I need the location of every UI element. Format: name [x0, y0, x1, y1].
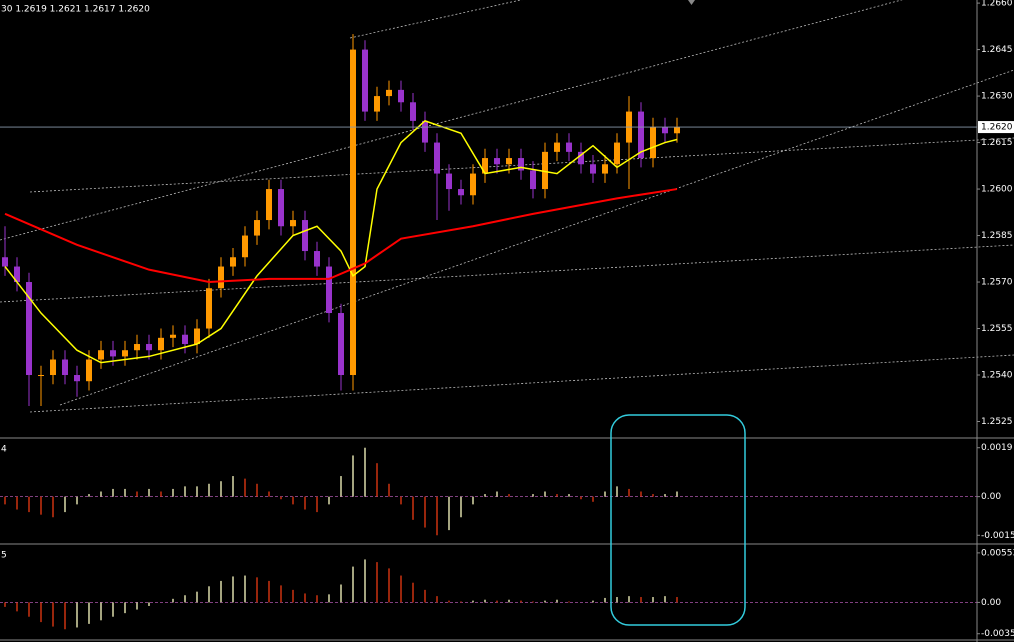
trend-line: [0, 244, 1014, 303]
candle-body: [50, 359, 56, 376]
candle-body: [230, 257, 236, 267]
y-tick-label: 1.2660: [981, 0, 1013, 9]
candle-body: [146, 344, 152, 351]
candle-body: [182, 334, 188, 345]
moving-average: [4, 120, 678, 364]
candle-body: [506, 158, 512, 165]
candle-body: [170, 334, 176, 338]
trend-line: [59, 69, 1014, 406]
y-tick-label: 0.0019: [981, 443, 1013, 453]
y-tick-label: 1.2555: [981, 324, 1013, 334]
candle-body: [374, 96, 380, 112]
candle-body: [62, 359, 68, 376]
candle-body: [494, 158, 500, 165]
candle-body: [38, 375, 44, 377]
current-price-label: 1.2620: [981, 123, 1013, 133]
candle-body: [662, 127, 668, 134]
candle-body: [134, 344, 140, 351]
y-tick-label: 1.2570: [981, 278, 1013, 288]
candle-body: [86, 359, 92, 382]
candle-body: [614, 142, 620, 165]
candle-body: [434, 142, 440, 174]
candle-body: [122, 350, 128, 357]
candle-body: [14, 266, 20, 283]
candle-body: [674, 127, 680, 134]
indicator-label: 5: [1, 551, 7, 561]
candle-body: [314, 251, 320, 267]
candle-body: [350, 49, 356, 376]
indicator-label: 4: [1, 445, 7, 455]
y-tick-label: -0.0015: [981, 531, 1014, 541]
candle-body: [590, 164, 596, 174]
shift-marker: [688, 0, 695, 5]
candle-body: [386, 89, 392, 97]
candle-body: [602, 164, 608, 174]
y-tick-label: -0.0035: [981, 629, 1014, 639]
y-tick-label: 1.2645: [981, 45, 1013, 55]
candle-body: [518, 158, 524, 171]
y-tick-label: 0.00: [981, 492, 1001, 502]
candle-body: [458, 189, 464, 196]
y-tick-label: 0.00553: [981, 548, 1014, 558]
y-tick-label: 1.2630: [981, 92, 1013, 102]
candle-body: [482, 158, 488, 174]
candle-body: [242, 235, 248, 258]
candle-body: [206, 288, 212, 329]
candle-body: [566, 142, 572, 152]
moving-average: [4, 188, 678, 284]
candle-body: [638, 111, 644, 159]
candle-body: [554, 142, 560, 152]
candle-body: [422, 120, 428, 143]
candle-body: [362, 49, 368, 112]
candle-body: [398, 89, 404, 103]
candle-body: [650, 127, 656, 159]
candle-body: [98, 350, 104, 360]
trend-line: [0, 0, 903, 241]
candle-body: [278, 189, 284, 227]
candle-body: [158, 337, 164, 351]
candle-body: [578, 151, 584, 165]
candle-body: [542, 151, 548, 190]
trend-line: [29, 354, 1014, 413]
candle-body: [302, 220, 308, 252]
y-tick-label: 1.2615: [981, 138, 1013, 148]
candle-body: [26, 282, 32, 376]
candle-body: [194, 328, 200, 345]
candle-body: [218, 266, 224, 289]
y-tick-label: 1.2585: [981, 231, 1013, 241]
candle-body: [470, 173, 476, 196]
y-tick-label: 0.00: [981, 598, 1001, 608]
candle-body: [110, 350, 116, 357]
highlight-box: [610, 414, 746, 626]
candle-body: [338, 313, 344, 376]
y-tick-label: 1.2600: [981, 185, 1013, 195]
candle-body: [326, 266, 332, 314]
y-tick-label: 1.2525: [981, 417, 1013, 427]
y-tick-label: 1.2540: [981, 371, 1013, 381]
candle-body: [266, 189, 272, 221]
candle-body: [530, 170, 536, 190]
candle-body: [254, 220, 260, 236]
candle-body: [290, 220, 296, 227]
chart-title: 30 1.2619 1.2621 1.2617 1.2620: [1, 5, 150, 15]
current-price-box: [978, 121, 1014, 134]
candle-body: [410, 102, 416, 121]
candle-body: [74, 375, 80, 382]
candle-body: [446, 173, 452, 190]
candle-body: [2, 257, 8, 267]
